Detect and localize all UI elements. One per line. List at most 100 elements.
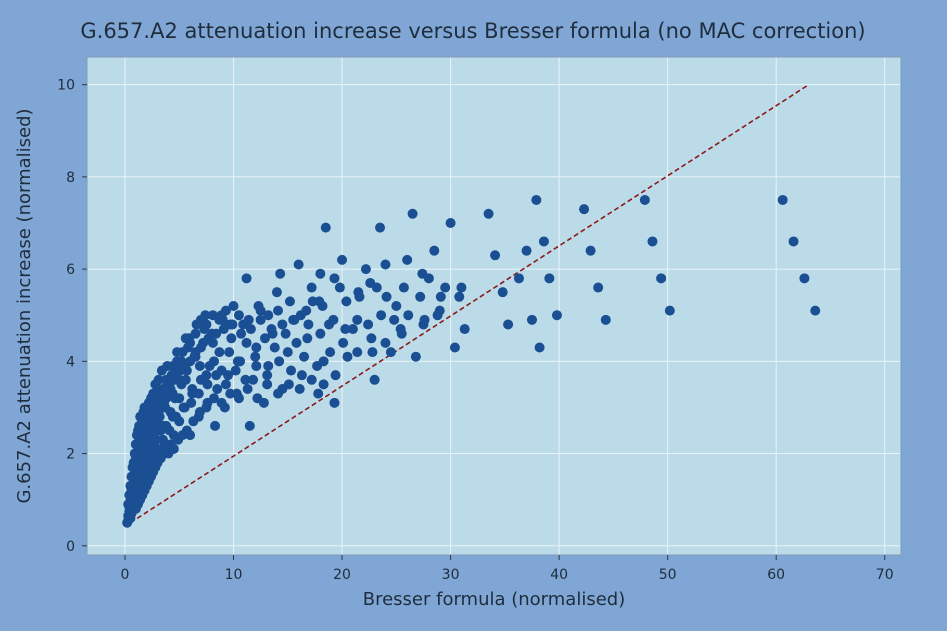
x-axis-label: Bresser formula (normalised) <box>363 589 626 610</box>
data-point <box>302 333 313 344</box>
plot-border <box>86 56 902 556</box>
data-point <box>262 370 273 381</box>
data-point <box>432 310 443 321</box>
data-point <box>195 342 206 353</box>
data-point <box>365 277 376 288</box>
data-point <box>381 291 392 302</box>
data-point <box>283 379 294 390</box>
data-point <box>329 273 340 284</box>
data-point <box>402 254 413 265</box>
data-point <box>593 282 604 293</box>
data-point <box>131 480 142 491</box>
data-point <box>334 282 345 293</box>
data-point <box>664 305 675 316</box>
data-point <box>138 462 149 473</box>
y-tick-label: 2 <box>66 447 75 463</box>
data-point <box>299 351 310 362</box>
data-point <box>296 370 307 381</box>
data-point <box>178 402 189 413</box>
data-point <box>170 411 181 422</box>
data-point <box>395 324 406 335</box>
data-point <box>366 333 377 344</box>
data-point <box>340 324 351 335</box>
data-point <box>242 384 253 394</box>
data-point <box>435 291 446 302</box>
data-point <box>230 365 241 376</box>
data-point <box>788 236 799 247</box>
data-point <box>233 310 244 321</box>
data-point <box>153 374 164 385</box>
data-point <box>211 370 222 381</box>
data-point <box>250 351 261 362</box>
data-point <box>306 374 317 385</box>
data-point <box>328 314 339 325</box>
data-point <box>212 384 223 394</box>
data-point <box>255 314 266 325</box>
data-point <box>320 222 331 233</box>
data-point <box>301 305 312 316</box>
data-point <box>315 328 326 339</box>
data-point <box>544 273 555 284</box>
data-point <box>208 393 219 404</box>
data-point <box>407 208 418 219</box>
data-point <box>185 356 196 367</box>
data-point <box>579 204 590 215</box>
data-point <box>263 360 274 371</box>
data-point <box>263 310 274 321</box>
data-point <box>415 291 426 302</box>
data-point <box>224 347 235 358</box>
data-point <box>172 347 183 358</box>
data-point <box>274 356 285 367</box>
data-point <box>236 328 247 339</box>
data-point <box>194 360 205 371</box>
data-point <box>130 439 141 450</box>
data-point <box>123 499 134 510</box>
reference-line-group <box>129 83 810 524</box>
data-point <box>445 218 456 228</box>
data-point <box>227 319 238 330</box>
plot-area <box>87 57 901 555</box>
data-point <box>228 301 239 311</box>
data-point <box>385 347 396 358</box>
data-point <box>142 448 153 459</box>
data-point <box>226 333 237 344</box>
data-point <box>375 222 386 233</box>
y-tick-label: 10 <box>57 78 75 94</box>
data-point <box>513 273 524 284</box>
x-tick-label: 40 <box>550 567 568 583</box>
data-point <box>459 324 470 335</box>
x-tick-label: 0 <box>121 567 130 583</box>
reference-line <box>129 83 810 524</box>
data-point <box>521 245 532 256</box>
data-point <box>203 333 214 344</box>
data-point <box>389 314 400 325</box>
x-tick-label: 30 <box>442 567 460 583</box>
data-point <box>585 245 596 256</box>
data-point <box>266 324 277 335</box>
data-point <box>273 388 284 399</box>
x-axis-ticks: 0 10 20 30 40 50 60 70 <box>121 555 894 583</box>
data-point <box>303 319 314 330</box>
data-point <box>233 393 244 404</box>
y-axis-ticks: 0 2 4 6 8 10 <box>57 78 87 555</box>
data-point <box>280 328 291 339</box>
data-point <box>398 282 409 293</box>
data-point <box>647 236 658 247</box>
data-point <box>380 337 391 348</box>
data-point <box>810 305 821 316</box>
data-point <box>211 328 222 339</box>
data-point <box>526 314 537 325</box>
data-point <box>151 416 162 427</box>
data-point <box>218 324 229 335</box>
data-point <box>483 208 494 219</box>
data-point <box>241 337 252 348</box>
data-point <box>216 397 227 408</box>
y-tick-label: 0 <box>66 539 75 555</box>
data-point <box>193 388 204 399</box>
data-point <box>273 305 284 316</box>
x-tick-label: 20 <box>333 567 351 583</box>
data-point <box>214 347 225 358</box>
data-point <box>531 194 542 205</box>
data-point <box>259 333 270 344</box>
